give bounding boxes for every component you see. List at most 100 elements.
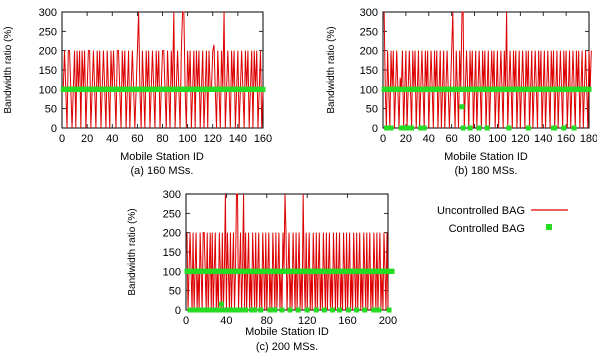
controlled-point (371, 307, 377, 313)
controlled-series (60, 86, 266, 92)
x-tick-label: 160 (557, 133, 575, 145)
x-tick-label: 40 (106, 133, 118, 145)
y-tick-label: 50 (169, 286, 181, 298)
y-tick-label: 200 (360, 46, 378, 58)
x-tick-label: 0 (183, 315, 189, 327)
controlled-point (252, 307, 258, 313)
uncontrolled-series (383, 11, 592, 129)
y-axis-label: Bandwidth ratio (%) (326, 26, 337, 113)
x-tick-label: 80 (468, 133, 480, 145)
controlled-point (203, 307, 209, 313)
x-tick-label: 180 (580, 133, 597, 145)
x-tick-label: 200 (379, 315, 397, 327)
controlled-point (217, 307, 223, 313)
y-tick-label: 0 (175, 305, 181, 317)
controlled-point (243, 307, 249, 313)
controlled-point (235, 307, 241, 313)
uncontrolled-line (383, 11, 592, 129)
controlled-point (230, 307, 236, 313)
controlled-point (561, 125, 567, 131)
controlled-point (304, 307, 310, 313)
controlled-point (221, 307, 227, 313)
x-tick-label: 80 (156, 133, 168, 145)
uncontrolled-series (62, 11, 264, 129)
x-tick-label: 140 (229, 133, 247, 145)
controlled-point (459, 104, 465, 110)
y-tick-label: 250 (360, 26, 378, 38)
controlled-series (184, 268, 395, 313)
controlled-point (260, 86, 266, 92)
y-tick-label: 300 (163, 189, 181, 201)
y-tick-label: 200 (163, 228, 181, 240)
x-tick-label: 160 (254, 133, 272, 145)
x-tick-label: 160 (338, 315, 356, 327)
controlled-point (321, 307, 327, 313)
controlled-point (238, 307, 244, 313)
y-tick-label: 100 (360, 84, 378, 96)
controlled-point (337, 307, 343, 313)
x-axis-label: Mobile Station ID (444, 151, 528, 163)
legend: Uncontrolled BAG Controlled BAG (437, 205, 568, 235)
controlled-series (381, 86, 592, 131)
panel-b: 0 50 100 150 200 250 300 0 20 40 60 80 100 120 140 160… (326, 7, 597, 177)
legend-label-uncontrolled: Uncontrolled BAG (437, 205, 525, 217)
y-tick-label: 200 (39, 46, 57, 58)
controlled-point (346, 307, 352, 313)
legend-swatch-controlled (546, 224, 552, 230)
controlled-point (476, 125, 482, 131)
controlled-point (267, 307, 273, 313)
x-tick-label: 120 (511, 133, 529, 145)
controlled-point (506, 125, 512, 131)
x-tick-label: 80 (261, 315, 273, 327)
x-tick-label: 140 (534, 133, 552, 145)
controlled-point (386, 307, 392, 313)
panel-caption: (a) 160 MSs. (131, 165, 194, 177)
panel-c: 0 50 100 150 200 250 300 0 40 80 120 160 200 Mobile… (127, 189, 397, 353)
x-tick-label: 40 (220, 315, 232, 327)
controlled-point (206, 307, 212, 313)
controlled-point (467, 125, 473, 131)
controlled-point (279, 307, 285, 313)
controlled-point (388, 125, 394, 131)
uncontrolled-line (186, 193, 389, 311)
controlled-point (210, 307, 216, 313)
x-axis-ticks: 0 40 80 120 160 200 (183, 194, 397, 327)
legend-label-controlled: Controlled BAG (449, 223, 525, 235)
controlled-point (218, 301, 224, 307)
controlled-point (295, 307, 301, 313)
controlled-point (329, 307, 335, 313)
controlled-point (409, 125, 415, 131)
y-tick-label: 0 (372, 123, 378, 135)
y-tick-label: 150 (163, 247, 181, 259)
x-tick-label: 20 (81, 133, 93, 145)
y-tick-label: 100 (163, 266, 181, 278)
controlled-point (484, 125, 490, 131)
y-tick-label: 100 (39, 84, 57, 96)
x-axis-ticks: 0 20 40 60 80 100 120 140 160 180 (380, 12, 597, 145)
controlled-point (258, 307, 264, 313)
panel-caption: (c) 200 MSs. (256, 341, 318, 353)
uncontrolled-line (62, 11, 264, 129)
x-tick-label: 0 (59, 133, 65, 145)
y-tick-label: 300 (360, 7, 378, 19)
controlled-point (525, 125, 531, 131)
y-tick-label: 0 (51, 123, 57, 135)
controlled-point (190, 307, 196, 313)
controlled-point (187, 307, 193, 313)
controlled-point (401, 125, 407, 131)
x-axis-label: Mobile Station ID (245, 326, 329, 338)
controlled-point (571, 125, 577, 131)
x-tick-label: 120 (204, 133, 222, 145)
x-tick-label: 120 (298, 315, 316, 327)
controlled-point (586, 86, 592, 92)
x-axis-label: Mobile Station ID (120, 151, 204, 163)
y-axis-label: Bandwidth ratio (%) (127, 208, 138, 295)
y-tick-label: 150 (39, 65, 57, 77)
controlled-point (194, 307, 200, 313)
controlled-point (460, 125, 466, 131)
x-axis-ticks: 0 20 40 60 80 100 120 140 160 (59, 12, 272, 145)
controlled-point (549, 86, 555, 92)
x-tick-label: 40 (423, 133, 435, 145)
y-axis-ticks: 0 50 100 150 200 250 300 (39, 7, 263, 135)
